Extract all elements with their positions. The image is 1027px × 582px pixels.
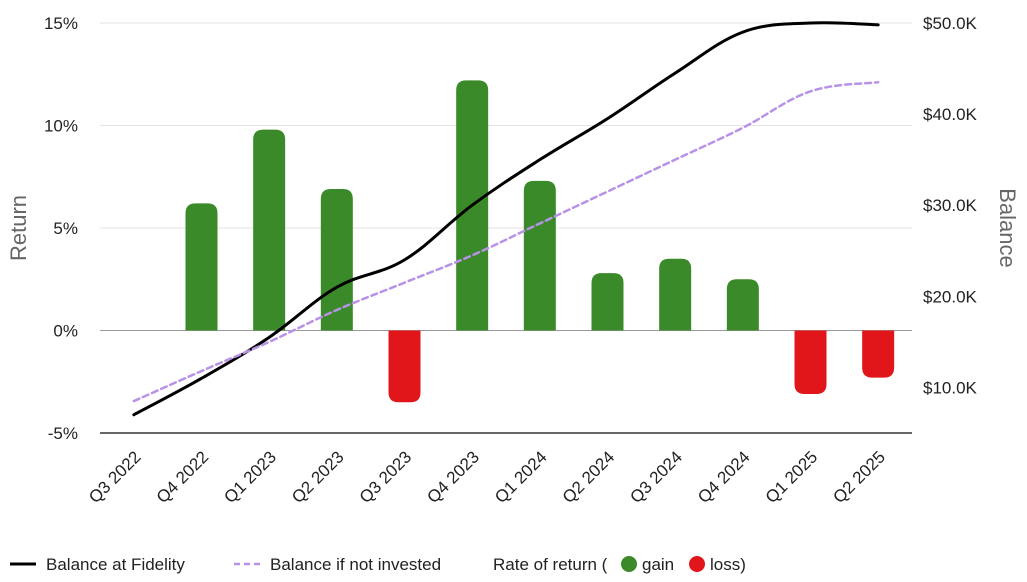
x-tick-label: Q4 2023 xyxy=(423,447,483,507)
gain-bar xyxy=(253,129,286,331)
left-tick-label: 10% xyxy=(44,117,78,136)
loss-bar xyxy=(794,330,827,395)
left-tick-label: 5% xyxy=(53,219,78,238)
x-tick-label: Q3 2024 xyxy=(626,447,686,507)
legend-gain-label: gain xyxy=(642,555,674,574)
loss-bar xyxy=(862,330,895,378)
noninvest-line xyxy=(132,80,880,403)
left-tick-label: 0% xyxy=(53,322,78,341)
x-tick-label: Q1 2023 xyxy=(220,447,280,507)
right-tick-label: $50.0K xyxy=(923,14,978,33)
right-axis-ticks: $50.0K $40.0K $30.0K $20.0K $10.0K xyxy=(923,14,978,397)
return-bars xyxy=(185,80,895,403)
legend-loss-label: loss) xyxy=(710,555,746,574)
gain-bar xyxy=(659,258,692,331)
legend-noninvest-label: Balance if not invested xyxy=(270,555,441,574)
right-tick-label: $30.0K xyxy=(923,196,978,215)
legend-loss-dot xyxy=(689,556,705,572)
loss-bar xyxy=(388,330,421,403)
x-tick-label: Q3 2022 xyxy=(85,447,145,507)
grid-lines xyxy=(100,22,912,434)
right-tick-label: $40.0K xyxy=(923,105,978,124)
x-tick-label: Q2 2023 xyxy=(288,447,348,507)
x-tick-label: Q4 2022 xyxy=(153,447,213,507)
left-axis-title: Return xyxy=(6,195,31,261)
x-tick-label: Q1 2024 xyxy=(491,447,551,507)
gain-bar xyxy=(591,273,624,331)
x-tick-label: Q2 2024 xyxy=(559,447,619,507)
x-axis-ticks: Q3 2022 Q4 2022 Q1 2023 Q2 2023 Q3 2023 Q4 20… xyxy=(85,447,889,507)
legend-gain-dot xyxy=(621,556,637,572)
x-tick-label: Q1 2025 xyxy=(762,447,822,507)
gain-bar xyxy=(320,189,353,331)
right-tick-label: $10.0K xyxy=(923,378,978,397)
balance-lines xyxy=(132,21,880,417)
right-tick-label: $20.0K xyxy=(923,287,978,306)
x-tick-label: Q2 2025 xyxy=(829,447,889,507)
right-axis-title: Balance xyxy=(995,188,1020,268)
left-axis-ticks: 15% 10% 5% 0% -5% xyxy=(44,14,78,443)
gain-bar xyxy=(726,279,759,331)
gain-bar xyxy=(185,203,218,331)
left-tick-label: 15% xyxy=(44,14,78,33)
legend: Balance at Fidelity Balance if not inves… xyxy=(10,555,746,574)
legend-balance-label: Balance at Fidelity xyxy=(46,555,185,574)
legend-rate-label: Rate of return ( xyxy=(493,555,608,574)
x-tick-label: Q4 2024 xyxy=(694,447,754,507)
gain-bar xyxy=(523,180,556,331)
x-tick-label: Q3 2023 xyxy=(356,447,416,507)
left-tick-label: -5% xyxy=(48,424,78,443)
balance-line xyxy=(132,21,880,417)
